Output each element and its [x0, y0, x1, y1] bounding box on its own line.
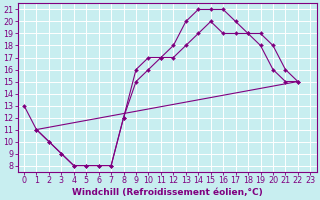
X-axis label: Windchill (Refroidissement éolien,°C): Windchill (Refroidissement éolien,°C) — [72, 188, 262, 197]
